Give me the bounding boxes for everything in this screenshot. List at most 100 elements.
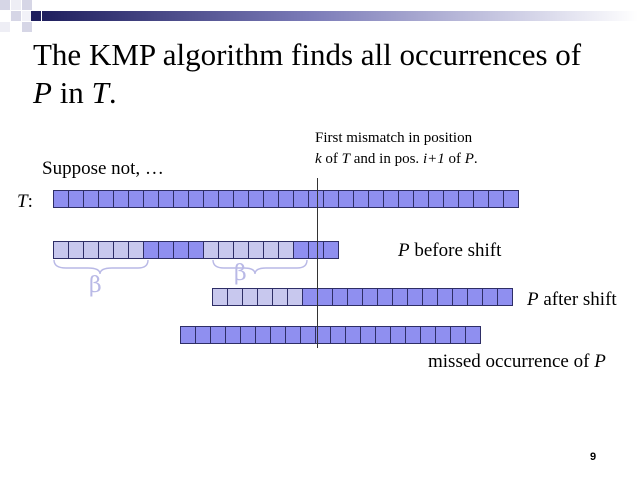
cell xyxy=(210,326,226,344)
cell xyxy=(435,326,451,344)
cell xyxy=(128,190,144,208)
cell xyxy=(195,326,211,344)
cell xyxy=(225,326,241,344)
cell xyxy=(278,190,294,208)
cell xyxy=(83,190,99,208)
cell xyxy=(443,190,459,208)
cell xyxy=(203,190,219,208)
cell xyxy=(128,241,144,259)
missed-occurrence-row xyxy=(180,326,481,344)
cell xyxy=(255,326,271,344)
cell xyxy=(227,288,243,306)
cell xyxy=(353,190,369,208)
cell xyxy=(188,190,204,208)
cell xyxy=(173,241,189,259)
cell xyxy=(345,326,361,344)
cell xyxy=(407,288,423,306)
cell xyxy=(422,288,438,306)
cell xyxy=(233,241,249,259)
cell xyxy=(347,288,363,306)
cell xyxy=(218,190,234,208)
cell xyxy=(212,288,228,306)
suppose-text: Suppose not, … xyxy=(42,158,164,179)
cell xyxy=(173,190,189,208)
cell xyxy=(458,190,474,208)
cell xyxy=(323,241,339,259)
cell xyxy=(242,288,258,306)
cell xyxy=(488,190,504,208)
cell xyxy=(278,241,294,259)
missed-occurrence-label: missed occurrence of P xyxy=(428,351,606,372)
cell xyxy=(467,288,483,306)
prefix-brace xyxy=(53,259,149,275)
cell xyxy=(240,326,256,344)
cell xyxy=(330,326,346,344)
cell xyxy=(53,241,69,259)
cell xyxy=(113,190,129,208)
pattern-after-shift-row xyxy=(212,288,513,306)
cell xyxy=(503,190,519,208)
cell xyxy=(158,190,174,208)
suffix-brace xyxy=(212,259,308,275)
cell xyxy=(392,288,408,306)
mismatch-annotation-line2: k of T and in pos. i+1 of P. xyxy=(315,151,478,167)
cell xyxy=(398,190,414,208)
cell xyxy=(293,241,309,259)
cell xyxy=(143,241,159,259)
cell xyxy=(377,288,393,306)
cell xyxy=(362,288,378,306)
header-decoration xyxy=(0,0,638,40)
cell xyxy=(287,288,303,306)
cell xyxy=(83,241,99,259)
mismatch-annotation-line1: First mismatch in position xyxy=(315,130,473,146)
cell xyxy=(405,326,421,344)
cell xyxy=(465,326,481,344)
cell xyxy=(98,190,114,208)
cell xyxy=(413,190,429,208)
cell xyxy=(450,326,466,344)
cell xyxy=(368,190,384,208)
cell xyxy=(293,190,309,208)
cell xyxy=(143,190,159,208)
cell xyxy=(218,241,234,259)
cell xyxy=(383,190,399,208)
beta-label-prefix: β xyxy=(89,273,102,298)
t-label: T: xyxy=(17,191,33,212)
cell xyxy=(248,241,264,259)
slide-title: The KMP algorithm finds all occurrences … xyxy=(33,37,582,110)
header-pattern xyxy=(0,0,638,32)
cell xyxy=(248,190,264,208)
cell xyxy=(308,190,324,208)
cell xyxy=(497,288,513,306)
mismatch-position-line xyxy=(317,178,318,348)
cell xyxy=(390,326,406,344)
cell xyxy=(452,288,468,306)
cell xyxy=(188,241,204,259)
cell xyxy=(272,288,288,306)
slide-number: 9 xyxy=(590,451,597,463)
cell xyxy=(375,326,391,344)
cell xyxy=(300,326,316,344)
cell xyxy=(263,190,279,208)
cell xyxy=(302,288,318,306)
cell xyxy=(257,288,273,306)
cell xyxy=(233,190,249,208)
cell xyxy=(180,326,196,344)
cell xyxy=(113,241,129,259)
cell xyxy=(338,190,354,208)
cell xyxy=(263,241,279,259)
after-shift-label: P after shift xyxy=(527,289,617,310)
cell xyxy=(203,241,219,259)
cell xyxy=(482,288,498,306)
cell xyxy=(308,241,324,259)
cell xyxy=(317,288,333,306)
cell xyxy=(420,326,436,344)
cell xyxy=(53,190,69,208)
cell xyxy=(68,241,84,259)
cell xyxy=(68,190,84,208)
cell xyxy=(98,241,114,259)
cell xyxy=(323,190,339,208)
beta-label-suffix: β xyxy=(234,261,247,286)
cell xyxy=(285,326,301,344)
cell xyxy=(332,288,348,306)
